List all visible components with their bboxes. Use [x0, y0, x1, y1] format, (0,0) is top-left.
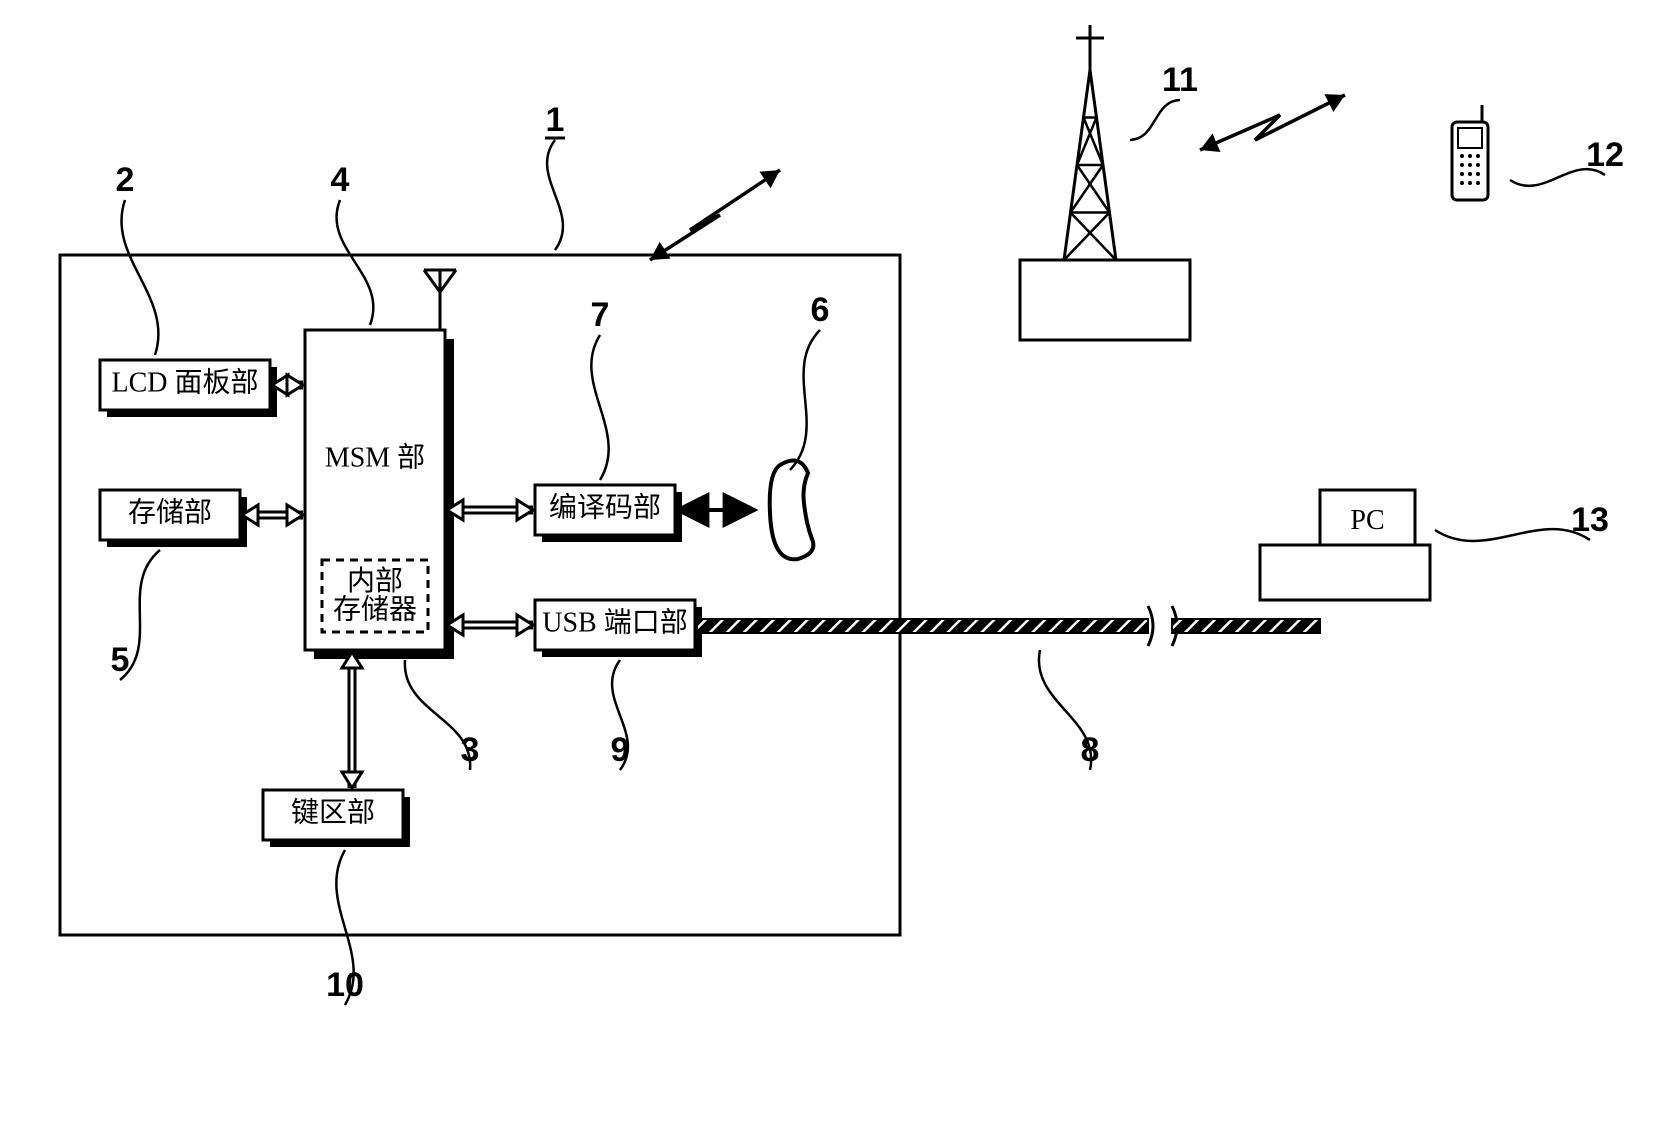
- bi-arrow: [342, 652, 362, 788]
- device-outline: [60, 255, 900, 935]
- ref-num-10: 10: [326, 966, 364, 1004]
- ref-num-1: 1: [546, 101, 565, 139]
- ref-num-5: 5: [111, 641, 130, 679]
- intmem-label1: 内部: [347, 565, 403, 597]
- ref-leader-1: [547, 140, 563, 250]
- ref-leader-4: [337, 200, 374, 325]
- ref-num-11: 11: [1162, 61, 1198, 99]
- ref-num-2: 2: [116, 161, 135, 199]
- usb-cable: [697, 606, 1320, 646]
- ref-num-13: 13: [1571, 501, 1609, 539]
- radio-link: [1200, 94, 1345, 152]
- ref-leader-7: [591, 335, 608, 480]
- ref-num-6: 6: [811, 291, 830, 329]
- ref-num-3: 3: [461, 731, 480, 769]
- pc-label: PC: [1350, 505, 1384, 536]
- radio-link: [650, 170, 780, 260]
- usb-label: USB 端口部: [542, 606, 687, 638]
- ref-num-7: 7: [591, 296, 610, 334]
- ref-num-8: 8: [1081, 731, 1100, 769]
- msm-label: MSM 部: [325, 441, 425, 473]
- bi-arrow: [242, 505, 303, 525]
- bi-arrow: [447, 500, 533, 520]
- pc: [1260, 490, 1430, 600]
- bi-arrow: [447, 615, 533, 635]
- ref-num-9: 9: [611, 731, 630, 769]
- ref-leader-13: [1435, 529, 1590, 541]
- phone-icon: [1452, 105, 1488, 200]
- keypad-label: 键区部: [291, 796, 375, 828]
- ref-num-12: 12: [1586, 136, 1624, 174]
- intmem-label2: 存储器: [333, 593, 417, 625]
- handset-icon: [770, 461, 814, 560]
- lcd-label: LCD 面板部: [111, 366, 258, 398]
- ref-num-4: 4: [331, 161, 350, 199]
- mem-label: 存储部: [128, 496, 212, 528]
- codec-label: 编译码部: [549, 491, 661, 523]
- ref-leader-2: [121, 200, 158, 355]
- ref-leader-11: [1130, 100, 1180, 140]
- ref-leader-6: [790, 330, 820, 470]
